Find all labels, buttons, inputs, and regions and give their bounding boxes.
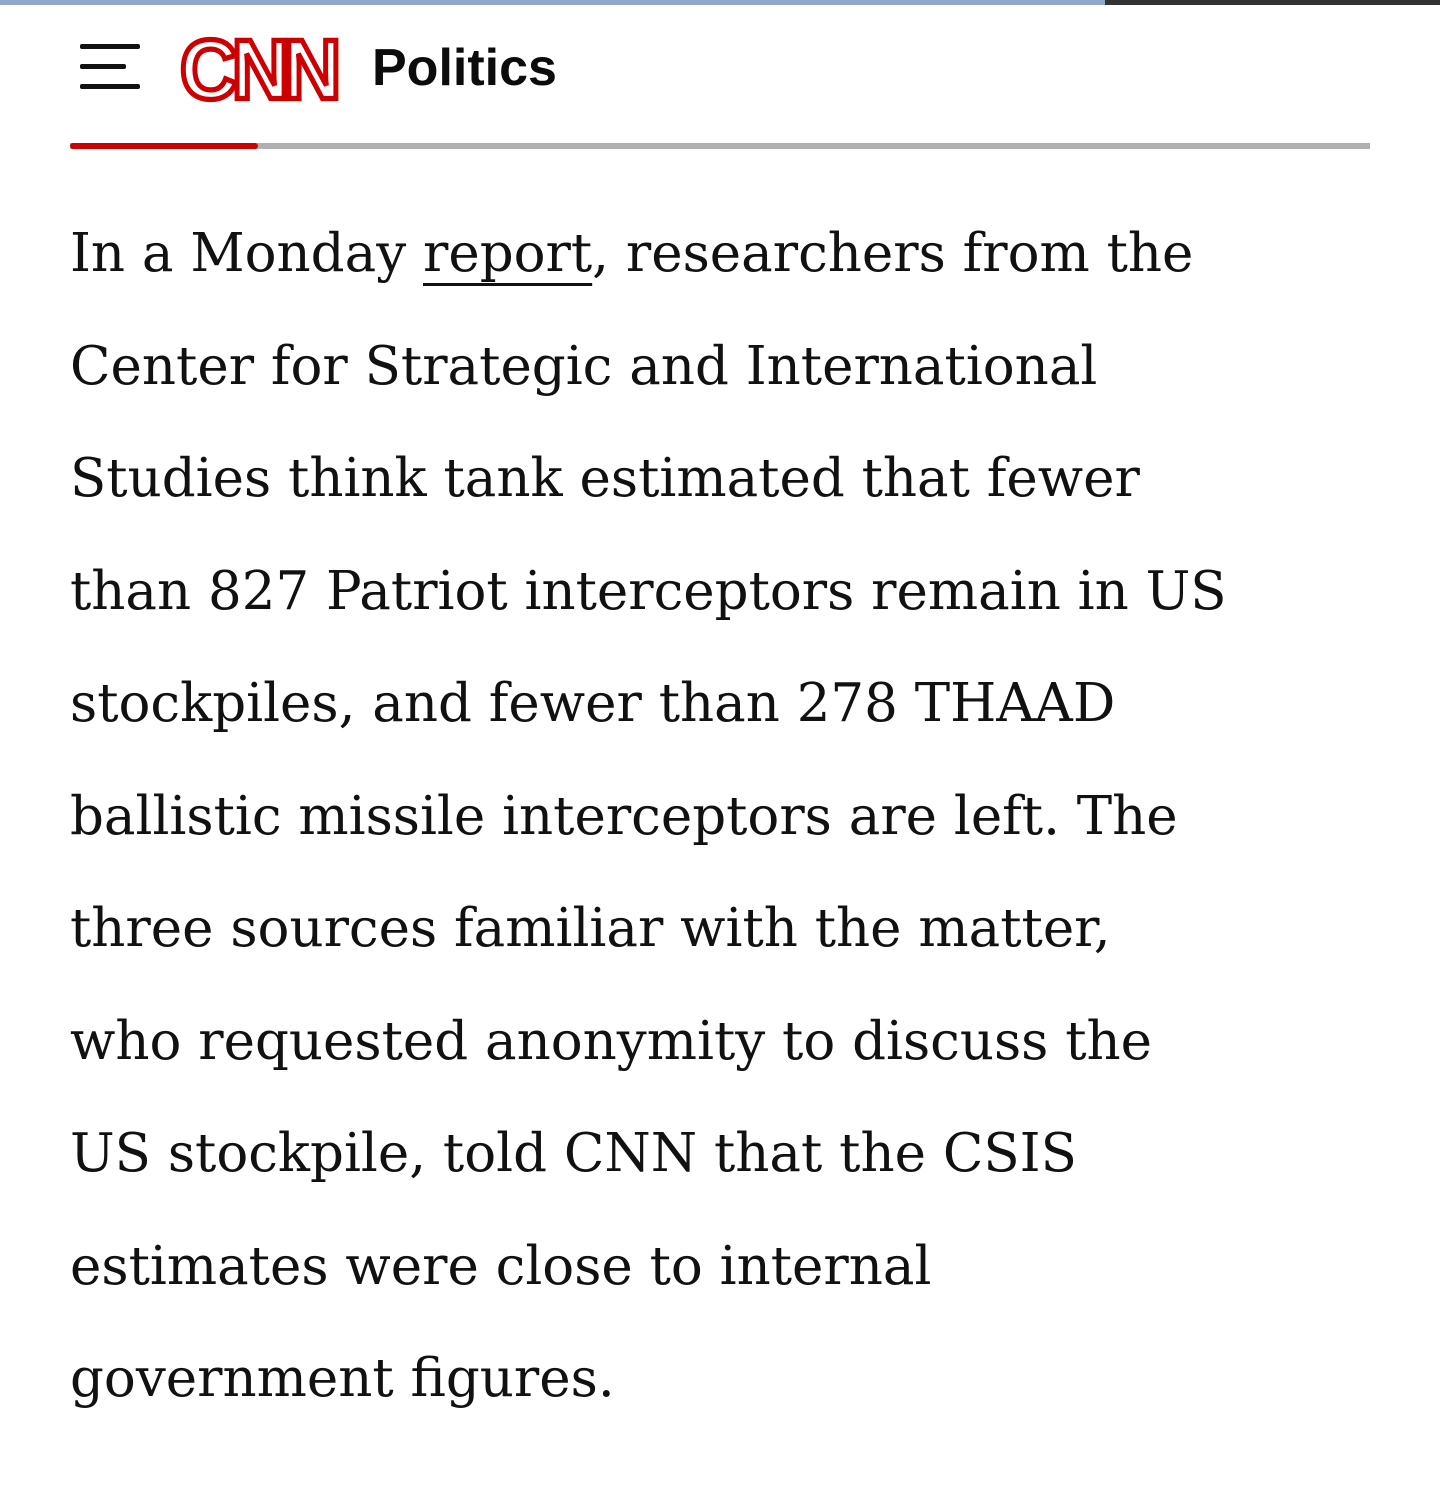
text-line: In a Monday report, researchers from the (70, 198, 1227, 311)
text-line: three sources familiar with the matter, (70, 898, 1111, 959)
report-link[interactable]: report (423, 223, 593, 284)
section-title[interactable]: Politics (372, 39, 557, 97)
text-line: than 827 Patriot interceptors remain in … (70, 560, 1227, 622)
progress-track (1105, 0, 1440, 5)
text-line: government figures. (70, 1348, 615, 1409)
divider-accent (70, 143, 258, 149)
logo[interactable]: CNN (177, 22, 343, 117)
divider (70, 143, 1370, 149)
menu-button[interactable] (80, 44, 140, 90)
text: In a Monday (70, 223, 423, 284)
text-line: Studies think tank estimated that fewer (70, 448, 1140, 509)
progress-bar (0, 0, 1105, 5)
text: , researchers from the (592, 223, 1194, 284)
text-line: US stockpile, told CNN that the CSIS (70, 1123, 1077, 1184)
text-line: Center for Strategic and International (70, 335, 1098, 397)
text-line: estimates were close to internal (70, 1235, 932, 1297)
text-line: who requested anonymity to discuss the (70, 1010, 1153, 1072)
article-text: In a Monday report, researchers from the… (70, 198, 1227, 1436)
text-line: stockpiles, and fewer than 278 THAAD (70, 673, 1116, 734)
text-line: ballistic missile interceptors are left.… (70, 785, 1178, 847)
